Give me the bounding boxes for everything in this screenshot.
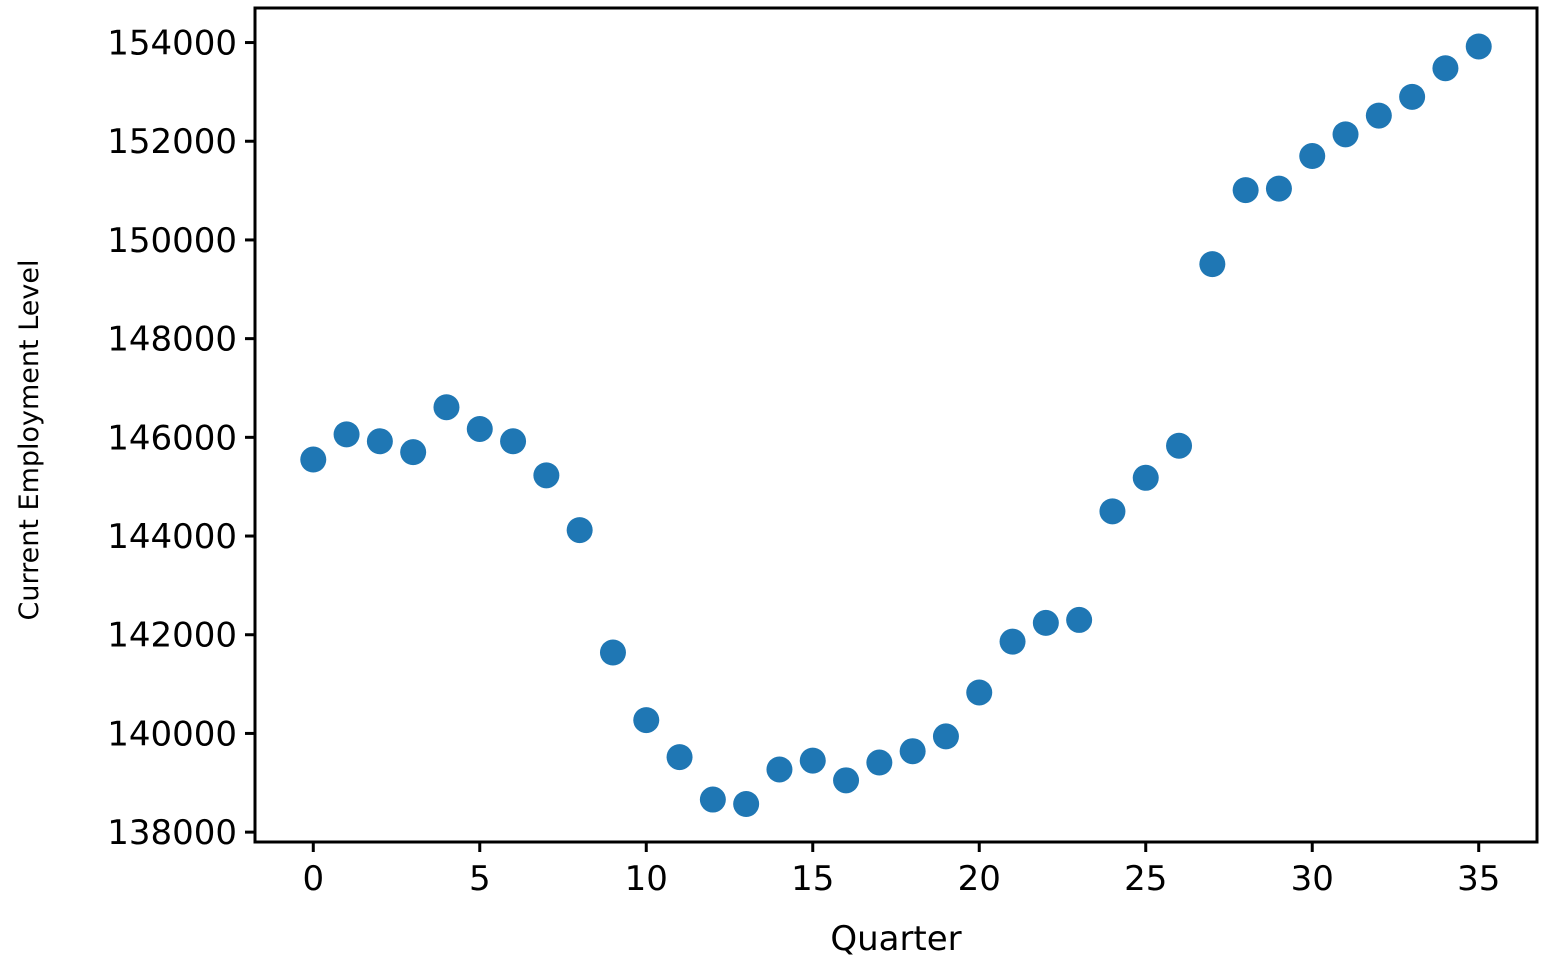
- data-point: [1365, 102, 1392, 129]
- data-point: [666, 744, 693, 771]
- data-point: [1032, 609, 1059, 636]
- data-point: [866, 749, 893, 776]
- x-tick-label: 25: [1124, 859, 1167, 899]
- x-axis-label: Quarter: [830, 919, 961, 959]
- x-tick-label: 30: [1291, 859, 1334, 899]
- data-point: [899, 738, 926, 765]
- y-tick-label: 146000: [107, 418, 237, 458]
- data-point: [333, 421, 360, 448]
- y-tick-label: 144000: [107, 517, 237, 557]
- data-point: [932, 723, 959, 750]
- data-point: [699, 786, 726, 813]
- data-point: [1265, 175, 1292, 202]
- y-tick-label: 150000: [107, 221, 237, 261]
- data-point: [566, 517, 593, 544]
- data-point: [533, 462, 560, 489]
- data-point: [1199, 251, 1226, 278]
- y-tick-label: 138000: [107, 813, 237, 853]
- data-point: [1232, 177, 1259, 204]
- y-tick-label: 140000: [107, 714, 237, 754]
- data-point: [766, 756, 793, 783]
- data-point: [466, 415, 493, 442]
- x-tick-label: 20: [958, 859, 1001, 899]
- data-point: [433, 394, 460, 421]
- data-point: [1399, 83, 1426, 110]
- data-point: [400, 439, 427, 466]
- data-point: [1332, 121, 1359, 148]
- x-tick-label: 10: [625, 859, 668, 899]
- data-point: [366, 428, 393, 455]
- plot-frame: [253, 6, 1539, 844]
- x-tick-label: 5: [469, 859, 491, 899]
- data-point: [1066, 606, 1093, 633]
- data-point: [1465, 33, 1492, 60]
- x-axis-ticks: 0 5 10 15 20 25 30 35: [302, 842, 1500, 899]
- data-point: [833, 767, 860, 794]
- data-point: [966, 679, 993, 706]
- data-point: [1299, 143, 1326, 170]
- data-point: [999, 628, 1026, 655]
- data-point: [300, 446, 327, 473]
- data-point: [1099, 498, 1126, 525]
- data-point: [733, 791, 760, 818]
- data-point: [799, 747, 826, 774]
- y-axis-label: Current Employment Level: [14, 260, 45, 621]
- y-axis-ticks: 138000 140000 142000 144000 146000 148000 1500…: [107, 24, 255, 853]
- y-tick-label: 152000: [107, 122, 237, 162]
- x-tick-label: 35: [1457, 859, 1500, 899]
- x-tick-label: 0: [302, 859, 324, 899]
- data-point: [1132, 464, 1159, 491]
- y-tick-label: 142000: [107, 616, 237, 656]
- data-points: [300, 33, 1492, 818]
- data-point: [633, 707, 660, 734]
- data-point: [500, 428, 527, 455]
- x-tick-label: 15: [791, 859, 834, 899]
- data-point: [1432, 55, 1459, 82]
- y-tick-label: 154000: [107, 24, 237, 64]
- data-point: [599, 639, 626, 666]
- data-point: [1166, 432, 1193, 459]
- y-tick-label: 148000: [107, 320, 237, 360]
